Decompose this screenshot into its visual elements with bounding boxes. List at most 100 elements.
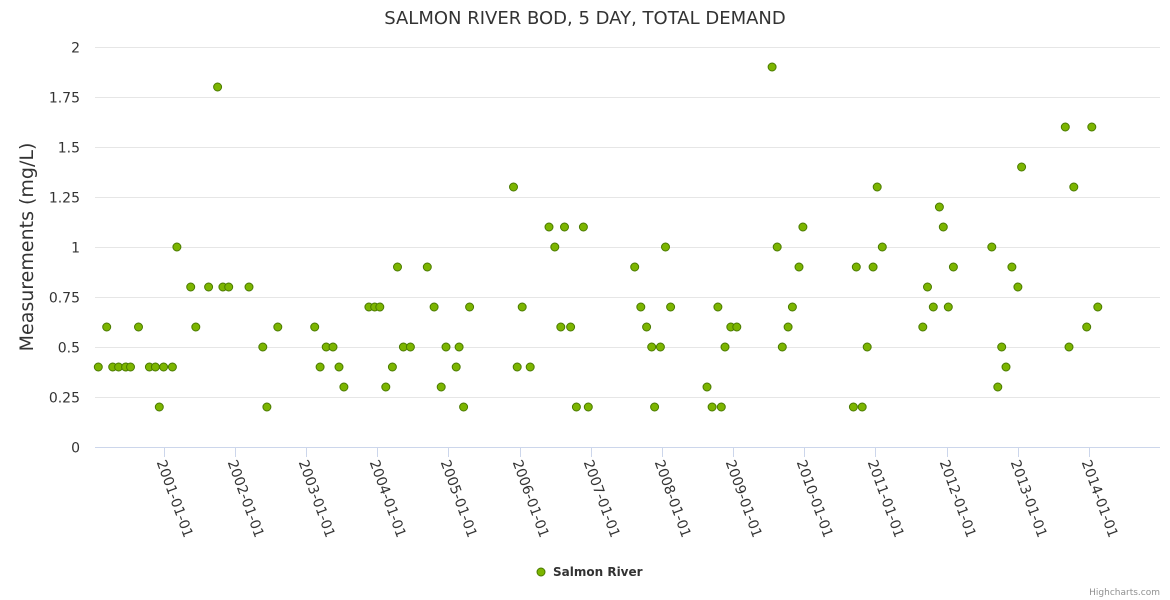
data-point[interactable] bbox=[273, 322, 283, 332]
data-point[interactable] bbox=[393, 262, 402, 272]
data-point[interactable] bbox=[636, 302, 646, 312]
data-point[interactable] bbox=[938, 222, 948, 232]
data-point[interactable] bbox=[262, 402, 272, 412]
data-point[interactable] bbox=[315, 362, 325, 372]
data-point[interactable] bbox=[186, 282, 196, 292]
data-point[interactable] bbox=[328, 342, 338, 352]
data-point[interactable] bbox=[713, 302, 723, 312]
data-point[interactable] bbox=[1087, 122, 1097, 132]
data-point[interactable] bbox=[134, 322, 143, 332]
data-point[interactable] bbox=[441, 342, 451, 352]
data-point[interactable] bbox=[1007, 262, 1017, 272]
data-point[interactable] bbox=[716, 402, 726, 412]
data-point[interactable] bbox=[509, 182, 518, 192]
data-point[interactable] bbox=[848, 402, 858, 412]
data-point[interactable] bbox=[387, 362, 397, 372]
data-point[interactable] bbox=[172, 242, 182, 252]
data-point[interactable] bbox=[224, 282, 234, 292]
data-point[interactable] bbox=[630, 262, 640, 272]
legend[interactable]: Salmon River bbox=[536, 565, 643, 579]
data-point[interactable] bbox=[1082, 322, 1092, 332]
legend-marker[interactable] bbox=[536, 567, 546, 577]
data-point[interactable] bbox=[1069, 182, 1079, 192]
data-point[interactable] bbox=[191, 322, 201, 332]
data-point[interactable] bbox=[642, 322, 652, 332]
data-point[interactable] bbox=[777, 342, 787, 352]
data-point[interactable] bbox=[720, 342, 730, 352]
data-point[interactable] bbox=[204, 282, 214, 292]
data-point[interactable] bbox=[405, 342, 415, 352]
data-point[interactable] bbox=[465, 302, 475, 312]
data-point[interactable] bbox=[102, 322, 112, 332]
data-point[interactable] bbox=[783, 322, 793, 332]
data-point[interactable] bbox=[702, 382, 712, 392]
data-point[interactable] bbox=[429, 302, 439, 312]
data-point[interactable] bbox=[987, 242, 997, 252]
data-point[interactable] bbox=[661, 242, 670, 252]
data-point[interactable] bbox=[934, 202, 944, 212]
data-point[interactable] bbox=[258, 342, 268, 352]
data-point[interactable] bbox=[517, 302, 527, 312]
data-point[interactable] bbox=[525, 362, 535, 372]
data-point[interactable] bbox=[93, 362, 103, 372]
data-point[interactable] bbox=[1060, 122, 1070, 132]
data-point[interactable] bbox=[872, 182, 882, 192]
data-point[interactable] bbox=[767, 62, 777, 72]
data-point[interactable] bbox=[851, 262, 861, 272]
data-point[interactable] bbox=[918, 322, 928, 332]
data-point[interactable] bbox=[566, 322, 576, 332]
data-point[interactable] bbox=[1017, 162, 1027, 172]
data-point[interactable] bbox=[707, 402, 717, 412]
data-point[interactable] bbox=[126, 362, 135, 372]
data-point[interactable] bbox=[583, 402, 593, 412]
data-point[interactable] bbox=[772, 242, 782, 252]
data-point[interactable] bbox=[655, 342, 665, 352]
data-point[interactable] bbox=[794, 262, 804, 272]
data-point[interactable] bbox=[1013, 282, 1023, 292]
data-point[interactable] bbox=[1064, 342, 1074, 352]
data-point[interactable] bbox=[375, 302, 385, 312]
data-point[interactable] bbox=[578, 222, 588, 232]
data-point[interactable] bbox=[544, 222, 554, 232]
data-point[interactable] bbox=[560, 222, 569, 232]
data-point[interactable] bbox=[436, 382, 446, 392]
data-point[interactable] bbox=[310, 322, 320, 332]
data-point[interactable] bbox=[666, 302, 676, 312]
data-point[interactable] bbox=[943, 302, 953, 312]
data-point[interactable] bbox=[422, 262, 432, 272]
data-point[interactable] bbox=[647, 342, 657, 352]
data-point[interactable] bbox=[451, 362, 461, 372]
data-point[interactable] bbox=[993, 382, 1003, 392]
data-point[interactable] bbox=[334, 362, 344, 372]
data-point[interactable] bbox=[862, 342, 872, 352]
data-point[interactable] bbox=[213, 82, 223, 92]
data-point[interactable] bbox=[877, 242, 887, 252]
legend-item-label[interactable]: Salmon River bbox=[553, 565, 643, 579]
data-point[interactable] bbox=[150, 362, 160, 372]
data-point[interactable] bbox=[459, 402, 469, 412]
data-point[interactable] bbox=[997, 342, 1007, 352]
data-point[interactable] bbox=[1093, 302, 1103, 312]
credits-link[interactable]: Highcharts.com bbox=[1089, 588, 1160, 598]
data-point[interactable] bbox=[868, 262, 878, 272]
data-point[interactable] bbox=[787, 302, 797, 312]
data-point[interactable] bbox=[512, 362, 522, 372]
data-point[interactable] bbox=[928, 302, 938, 312]
data-point[interactable] bbox=[154, 402, 164, 412]
data-point[interactable] bbox=[381, 382, 391, 392]
data-point[interactable] bbox=[556, 322, 566, 332]
data-point[interactable] bbox=[244, 282, 254, 292]
data-point[interactable] bbox=[798, 222, 808, 232]
data-point[interactable] bbox=[571, 402, 581, 412]
data-point[interactable] bbox=[1001, 362, 1011, 372]
data-point[interactable] bbox=[923, 282, 932, 292]
data-point[interactable] bbox=[454, 342, 464, 352]
data-point[interactable] bbox=[167, 362, 177, 372]
data-point[interactable] bbox=[948, 262, 958, 272]
data-point[interactable] bbox=[650, 402, 660, 412]
data-point[interactable] bbox=[857, 402, 867, 412]
data-point[interactable] bbox=[159, 362, 169, 372]
data-point[interactable] bbox=[732, 322, 742, 332]
series-salmon-river[interactable] bbox=[93, 62, 1103, 412]
data-point[interactable] bbox=[339, 382, 349, 392]
